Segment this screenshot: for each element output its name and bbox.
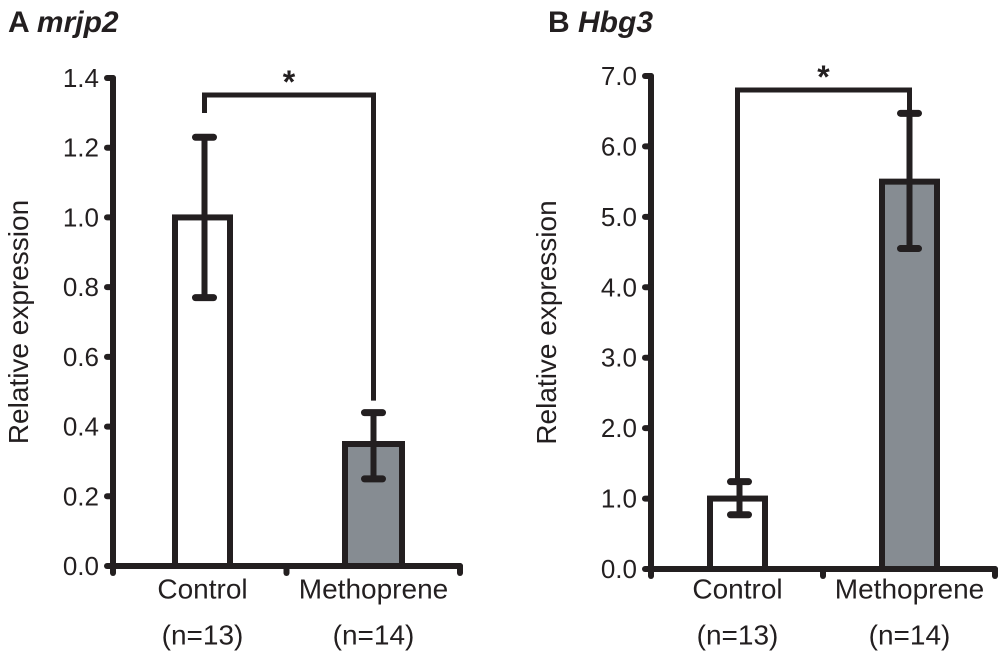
y-tick-label: 3.0 (601, 343, 637, 373)
y-axis-label: Relative expression (531, 200, 562, 444)
panel-title: B Hbg3 (548, 6, 653, 39)
y-tick-label: 4.0 (601, 272, 637, 302)
category-n-label: (n=13) (162, 619, 244, 650)
category-label: Control (157, 573, 247, 604)
y-tick-label: 0.4 (63, 412, 99, 442)
y-tick-label: 7.0 (601, 61, 637, 91)
gene-name: Hbg3 (578, 6, 653, 39)
y-tick-label: 2.0 (601, 413, 637, 443)
y-tick-label: 1.0 (601, 484, 637, 514)
panel-a: A mrjp2 Relative expression 0.0 0.2 0.4 0.6 0.… (3, 6, 463, 650)
category-label: Control (692, 573, 782, 604)
y-tick-label: 0.0 (63, 551, 99, 581)
y-tick-label: 1.4 (63, 63, 99, 93)
category-label: Methoprene (299, 573, 448, 604)
category-n-label: (n=13) (697, 619, 779, 650)
panel-letter: A (8, 6, 37, 39)
y-tick-label: 6.0 (601, 131, 637, 161)
panel-b: B Hbg3 Relative expression 0.0 1.0 2.0 3.0 4.0… (531, 6, 998, 650)
significance-asterisk: * (817, 59, 830, 95)
significance-bracket (202, 92, 376, 401)
y-tick-label: 0.8 (63, 272, 99, 302)
panel-title: A mrjp2 (8, 6, 119, 39)
y-tick-label: 1.0 (63, 202, 99, 232)
y-tick-label: 1.2 (63, 133, 99, 163)
y-tick-label: 5.0 (601, 202, 637, 232)
y-tick-label: 0.6 (63, 342, 99, 372)
category-n-label: (n=14) (333, 619, 415, 650)
gene-name: mrjp2 (37, 6, 119, 39)
category-n-label: (n=14) (869, 619, 951, 650)
significance-asterisk: * (283, 64, 296, 100)
significance-bracket (735, 87, 912, 482)
y-tick-label: 0.2 (63, 481, 99, 511)
category-label: Methoprene (835, 573, 984, 604)
y-tick-label: 0.0 (601, 554, 637, 584)
y-axis-label: Relative expression (3, 200, 34, 444)
panel-letter: B (548, 6, 578, 39)
